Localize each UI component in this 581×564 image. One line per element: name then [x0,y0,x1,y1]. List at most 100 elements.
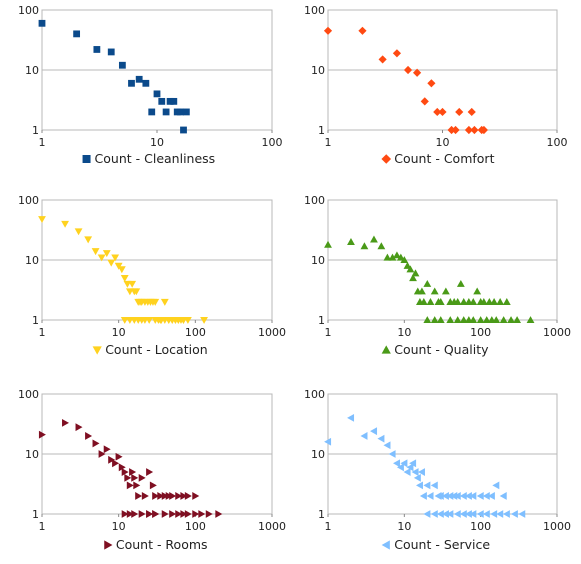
data-point [146,510,154,518]
data-point [128,280,137,288]
data-point [467,107,476,117]
data-point [403,65,413,75]
data-point [74,228,83,236]
data-point [409,459,417,468]
data-point [192,492,200,500]
data-point [370,427,378,436]
data-point [97,254,106,262]
data-point [117,266,126,274]
data-point [126,510,134,518]
data-point [470,125,479,135]
data-point [393,251,401,259]
data-point [128,79,135,87]
y-tick-label: 1 [318,314,325,327]
data-point [169,492,177,500]
data-point [406,265,415,273]
y-tick-label: 10 [311,254,325,267]
data-point [496,298,505,305]
y-tick-label: 1 [32,508,39,521]
chart-panel-2: 1 10 100 1 10 100 Count - Comfort [304,4,568,166]
x-tick-label: 10 [150,136,164,149]
data-point [135,75,143,83]
data-point [464,492,472,500]
data-point [383,253,392,261]
y-tick-label: 100 [304,4,325,17]
data-point [393,459,400,468]
data-point [459,492,467,500]
data-point [492,481,500,490]
data-point [490,298,499,305]
y-tick-label: 1 [318,124,325,137]
data-point [182,108,190,116]
y-tick-label: 1 [32,314,39,327]
data-point [133,481,141,490]
data-point [499,316,508,324]
data-point [416,481,423,490]
data-point [135,492,143,500]
data-point [430,316,439,324]
data-point [184,492,192,500]
data-point [490,510,498,518]
chart-panel-3: 1 10 100 1 10 100 1000 Count - Location [18,194,286,357]
x-tick-label: 10 [397,326,411,339]
data-point [85,432,93,440]
y-tick-label: 100 [18,194,39,207]
data-point [400,256,409,264]
data-point [145,316,154,324]
legend-marker [92,346,102,355]
data-point [400,459,408,468]
data-point [121,468,129,476]
data-point [118,61,126,69]
data-point [162,108,170,116]
data-point [436,298,445,305]
data-point [413,473,421,482]
data-point [441,287,450,295]
chart-panel-1: 1 10 100 1 10 100 Count - Cleanliness [18,4,283,166]
data-point [200,316,208,324]
x-tick-label: 1000 [543,520,571,533]
data-point [107,48,115,56]
data-point [120,275,129,282]
data-point [184,510,192,518]
data-point [388,450,396,458]
x-tick-label: 100 [547,136,568,149]
y-tick-label: 10 [25,254,39,267]
data-point [469,492,477,500]
data-point [453,510,461,518]
y-tick-label: 100 [304,194,325,207]
data-point [138,510,146,518]
y-tick-label: 10 [311,448,325,461]
data-point [451,125,460,135]
legend-marker [104,540,113,550]
data-point [152,510,160,518]
data-point [179,316,188,324]
data-point [91,248,100,256]
legend-marker [82,155,91,163]
x-tick-label: 10 [112,326,126,339]
data-point [446,492,454,500]
data-point [406,463,414,472]
data-point [132,288,141,296]
data-point [180,126,187,134]
x-tick-label: 10 [112,520,126,533]
legend: Count - Service [381,537,490,552]
data-point [161,492,169,500]
chart-panel-6: 1 10 100 1 10 100 1000 Count - Service [304,388,571,552]
data-point [370,235,378,243]
data-point [131,510,139,518]
data-point [323,26,333,35]
data-point [441,510,449,518]
data-point [419,298,428,305]
y-tick-label: 10 [25,64,39,77]
data-point [169,510,177,518]
data-point [215,510,223,518]
data-point [360,432,368,440]
data-point [180,492,188,500]
x-tick-label: 1000 [258,326,286,339]
data-point [161,510,169,518]
x-tick-label: 100 [185,520,206,533]
x-tick-label: 1 [325,326,332,339]
data-point [423,279,432,287]
data-point [420,97,429,106]
